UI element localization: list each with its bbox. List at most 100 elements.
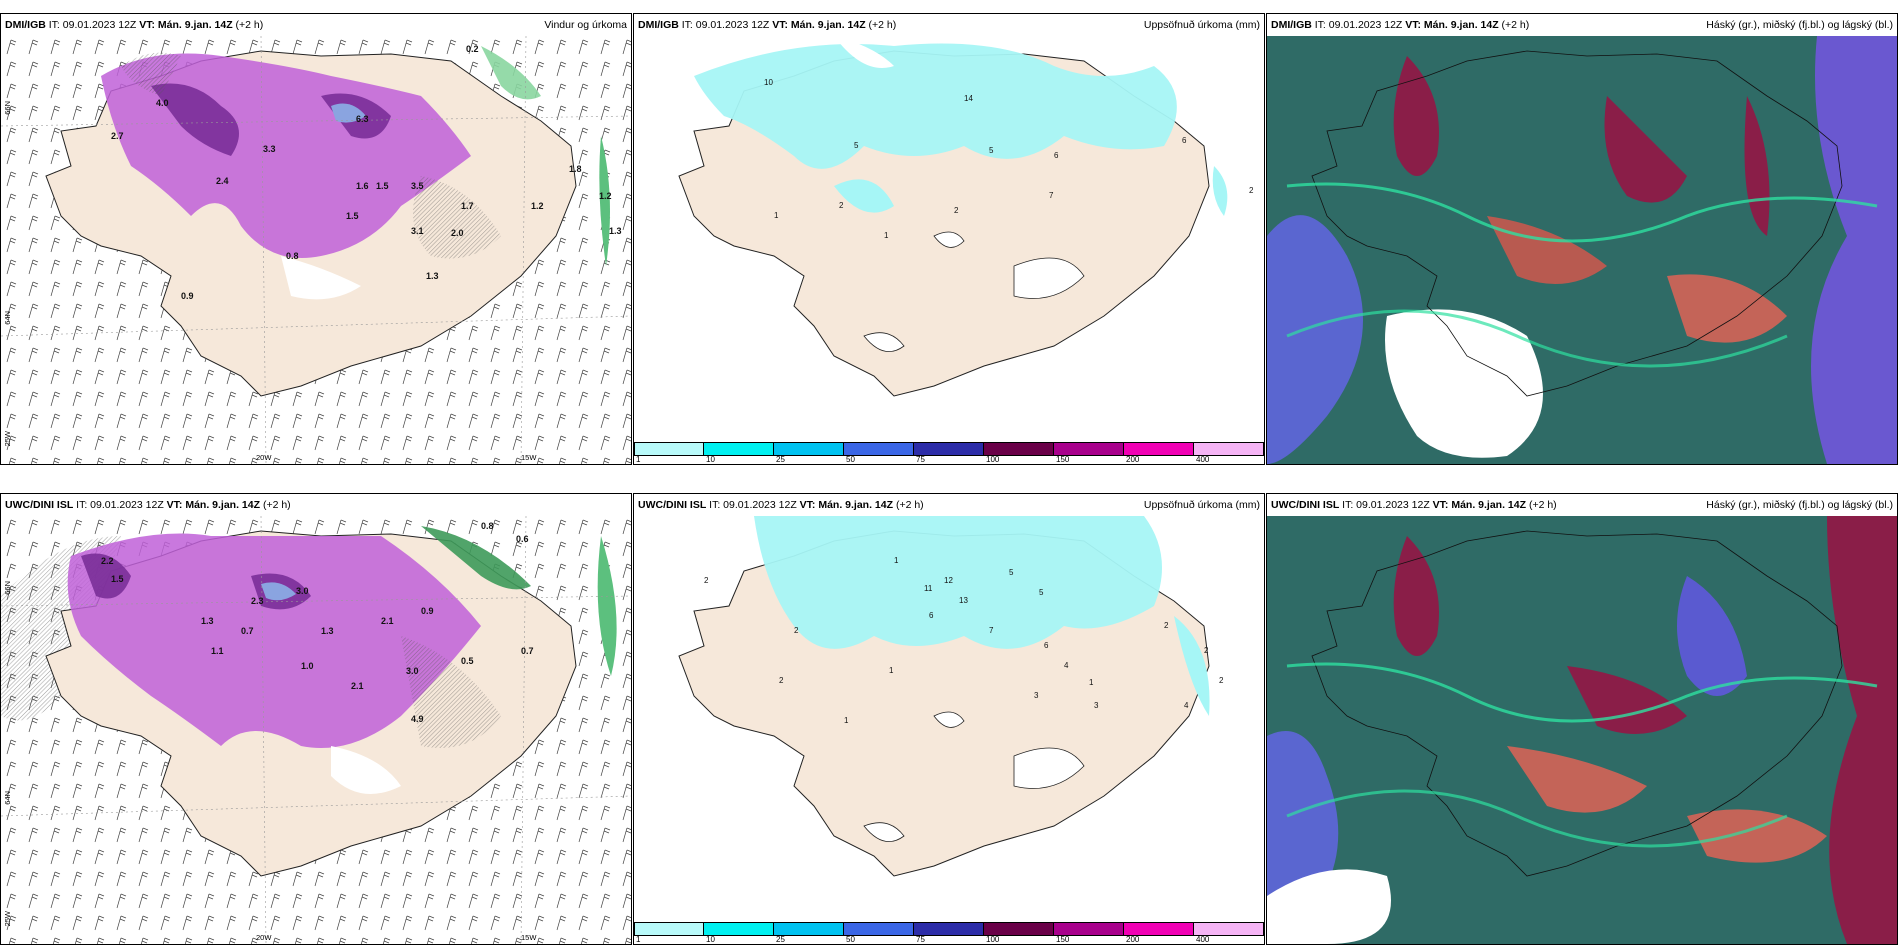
panel-clouds-dmi: DMI/IGB IT: 09.01.2023 12Z VT: Mán. 9.ja… — [1266, 13, 1898, 465]
lon-label-25w: 25W — [3, 911, 12, 927]
init-time: IT: 09.01.2023 12Z — [76, 499, 164, 511]
valid-time: VT: Mán. 9.jan. 14Z — [1432, 499, 1527, 511]
model-name: UWC/DINI ISL — [1271, 499, 1340, 511]
value-label: 1 — [884, 231, 889, 240]
value-label: 0.7 — [521, 646, 534, 656]
colorbar-swatch — [1124, 922, 1194, 936]
colorbar-tick-label: 100 — [986, 455, 1000, 464]
colorbar-swatch — [1124, 442, 1194, 456]
panel-header: UWC/DINI ISL IT: 09.01.2023 12Z VT: Mán.… — [1267, 494, 1897, 516]
panel-title: Uppsöfnuð úrkoma (mm) — [1143, 499, 1260, 511]
map-area: 0.2 2.7 3.3 6.3 4.0 2.4 1.6 1.5 3.5 1.7 … — [1, 36, 631, 464]
colorbar-swatch — [774, 442, 844, 456]
model-name: UWC/DINI ISL — [638, 499, 707, 511]
init-time: IT: 09.01.2023 12Z — [1342, 499, 1430, 511]
colorbar-tick-label: 10 — [706, 935, 715, 944]
value-label: 3.3 — [263, 144, 276, 154]
panel-header: DMI/IGB IT: 09.01.2023 12Z VT: Mán. 9.ja… — [1, 14, 631, 36]
value-label: 0.6 — [516, 534, 529, 544]
valid-time: VT: Mán. 9.jan. 14Z — [772, 19, 866, 31]
value-label: 1 — [889, 666, 894, 675]
value-label: 2 — [1249, 186, 1254, 195]
value-label: 2.1 — [381, 616, 394, 626]
value-label: 5 — [989, 146, 994, 155]
map-area — [1267, 516, 1897, 944]
accumulated-precip-map — [634, 36, 1264, 442]
colorbar-tick-label: 25 — [776, 935, 785, 944]
valid-time: VT: Mán. 9.jan. 14Z — [139, 19, 233, 31]
colorbar-tick-label: 75 — [916, 455, 925, 464]
model-name: DMI/IGB — [1271, 19, 1312, 31]
value-label: 1.2 — [599, 191, 612, 201]
colorbar-tick-label: 200 — [1126, 935, 1140, 944]
lat-label-66n: 66N — [3, 581, 12, 595]
init-time: IT: 09.01.2023 12Z — [681, 19, 770, 31]
init-time: IT: 09.01.2023 12Z — [48, 19, 137, 31]
value-label: 10 — [764, 78, 773, 87]
value-label: 5 — [1039, 588, 1044, 597]
value-label: 7 — [1049, 191, 1054, 200]
cloud-cover-map — [1267, 516, 1897, 944]
lon-label-20w: 20W — [256, 453, 272, 462]
colorbar-swatch — [774, 922, 844, 936]
value-label: 4.0 — [156, 98, 169, 108]
value-label: 2 — [839, 201, 844, 210]
panel-title: Háský (gr.), miðský (fj.bl.) og lágský (… — [1706, 19, 1893, 31]
value-label: 2 — [1219, 676, 1224, 685]
value-label: 0.8 — [286, 251, 299, 261]
colorbar-tick-label: 50 — [846, 935, 855, 944]
value-label: 7 — [989, 626, 994, 635]
panel-title: Uppsöfnuð úrkoma (mm) — [1143, 19, 1260, 31]
value-label: 3.0 — [406, 666, 419, 676]
value-label: 12 — [944, 576, 953, 585]
map-area: 1 2 12 5 11 13 6 5 7 2 6 4 2 1 3 2 1 2 3… — [634, 516, 1264, 922]
value-label: 1.6 — [356, 181, 369, 191]
value-label: 4 — [1064, 661, 1069, 670]
value-label: 2 — [704, 576, 709, 585]
colorbar-frame — [634, 922, 1264, 936]
panel-title: Háský (gr.), miðský (fj.bl.) og lágský (… — [1706, 499, 1893, 511]
panel-header: DMI/IGB IT: 09.01.2023 12Z VT: Mán. 9.ja… — [1267, 14, 1897, 36]
panel-precip-dmi: DMI/IGB IT: 09.01.2023 12Z VT: Mán. 9.ja… — [633, 13, 1265, 465]
value-label: 0.2 — [466, 44, 479, 54]
colorbar-tick-label: 50 — [846, 455, 855, 464]
lat-label-64n: 64N — [3, 311, 12, 325]
value-label: 1.5 — [346, 211, 359, 221]
value-label: 2.7 — [111, 131, 124, 141]
value-label: 3.1 — [411, 226, 424, 236]
colorbar-tick-label: 400 — [1196, 455, 1210, 464]
panel-wind-dmi: DMI/IGB IT: 09.01.2023 12Z VT: Mán. 9.ja… — [0, 13, 632, 465]
value-label: 6 — [929, 611, 934, 620]
lat-label-66n: 66N — [3, 101, 12, 115]
value-label: 11 — [924, 584, 933, 593]
precip-colorbar: 1 10 25 50 75 100 150 200 400 — [634, 442, 1264, 464]
map-area: 10 14 5 5 6 7 6 2 1 2 1 2 — [634, 36, 1264, 442]
colorbar-swatch — [914, 922, 984, 936]
value-label: 2 — [1164, 621, 1169, 630]
valid-time: VT: Mán. 9.jan. 14Z — [166, 499, 261, 511]
colorbar-swatch — [634, 442, 704, 456]
panel-header: DMI/IGB IT: 09.01.2023 12Z VT: Mán. 9.ja… — [634, 14, 1264, 36]
value-label: 1.5 — [111, 574, 124, 584]
value-label: 3 — [1094, 701, 1099, 710]
panel-header: UWC/DINI ISL IT: 09.01.2023 12Z VT: Mán.… — [634, 494, 1264, 516]
colorbar-tick-label: 400 — [1196, 935, 1210, 944]
value-label: 1.3 — [201, 616, 214, 626]
value-label: 1 — [774, 211, 779, 220]
valid-time: VT: Mán. 9.jan. 14Z — [1405, 19, 1499, 31]
cloud-cover-map — [1267, 36, 1897, 464]
value-label: 1.5 — [376, 181, 389, 191]
value-label: 0.9 — [421, 606, 434, 616]
value-label: 4 — [1184, 701, 1189, 710]
model-name: DMI/IGB — [5, 19, 46, 31]
value-label: 5 — [854, 141, 859, 150]
panel-clouds-uwc: UWC/DINI ISL IT: 09.01.2023 12Z VT: Mán.… — [1266, 493, 1898, 945]
colorbar-swatch — [914, 442, 984, 456]
colorbar-swatch — [1054, 922, 1124, 936]
value-label: 0.9 — [181, 291, 194, 301]
lon-label-15w: 15W — [521, 933, 537, 942]
colorbar-tick-label: 150 — [1056, 935, 1070, 944]
colorbar-tick-label: 25 — [776, 455, 785, 464]
value-label: 13 — [959, 596, 968, 605]
value-label: 2 — [779, 676, 784, 685]
